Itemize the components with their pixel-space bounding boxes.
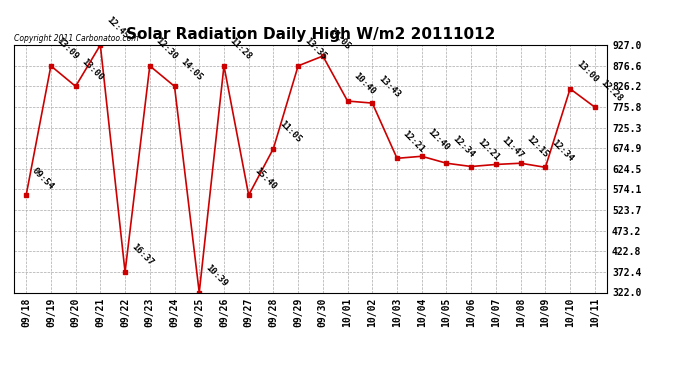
Text: 12:45: 12:45 [104,15,130,41]
Text: 12:28: 12:28 [599,78,624,103]
Text: 13:35: 13:35 [302,36,328,62]
Text: 09:54: 09:54 [30,166,56,191]
Text: 13:00: 13:00 [574,59,600,85]
Text: Copyright 2011 Carbonatoo.com: Copyright 2011 Carbonatoo.com [14,33,139,42]
Text: 11:05: 11:05 [277,119,303,144]
Text: 15:40: 15:40 [253,166,278,191]
Text: 13:00: 13:00 [80,57,105,82]
Text: 14:05: 14:05 [327,27,353,52]
Text: 12:40: 12:40 [426,127,451,152]
Text: 12:34: 12:34 [549,138,575,163]
Title: Solar Radiation Daily High W/m2 20111012: Solar Radiation Daily High W/m2 20111012 [126,27,495,42]
Text: 10:40: 10:40 [352,72,377,97]
Text: 12:21: 12:21 [475,137,501,162]
Text: 13:43: 13:43 [377,74,402,99]
Text: 12:34: 12:34 [451,134,476,159]
Text: 16:37: 16:37 [129,243,155,268]
Text: 11:28: 11:28 [228,36,253,62]
Text: 14:05: 14:05 [179,57,204,82]
Text: 12:15: 12:15 [525,134,550,159]
Text: 10:39: 10:39 [204,263,229,288]
Text: 13:09: 13:09 [55,36,81,62]
Text: 11:47: 11:47 [500,135,526,160]
Text: 12:30: 12:30 [154,36,179,62]
Text: 12:21: 12:21 [401,129,426,154]
